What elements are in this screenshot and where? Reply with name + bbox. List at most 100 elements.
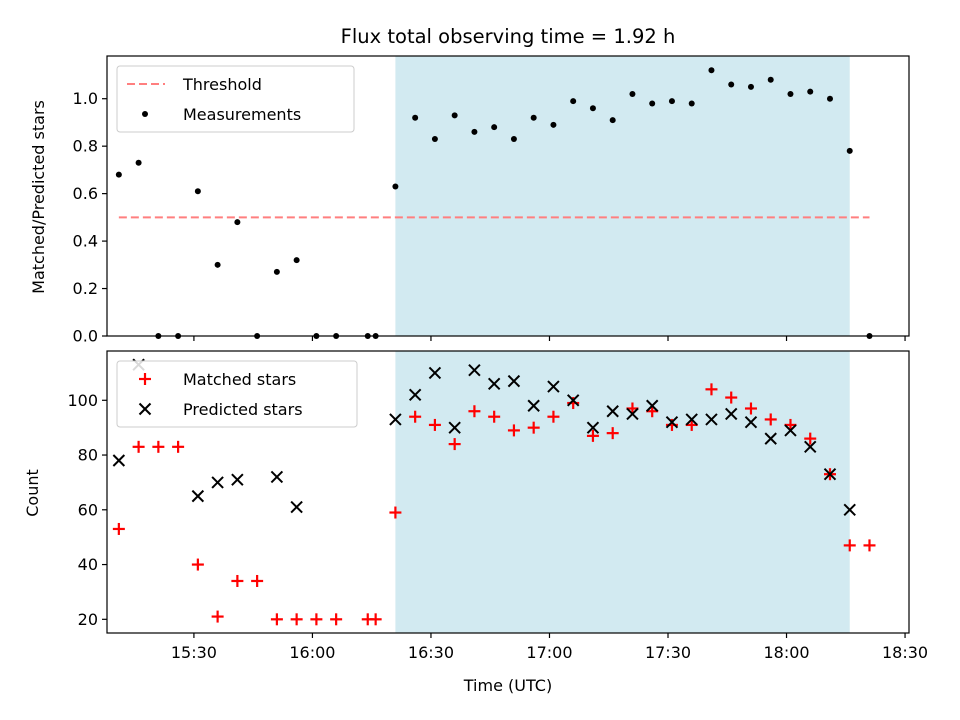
measurement-point — [214, 261, 221, 268]
measurement-point — [708, 67, 715, 74]
predicted-stars-point — [823, 467, 837, 481]
matched-stars-point — [705, 383, 718, 396]
matched-stars-point — [290, 613, 303, 626]
top-y-tick-label: 0.8 — [73, 137, 98, 156]
measurement-point — [846, 147, 853, 154]
matched-stars-point — [448, 438, 461, 451]
x-tick-label: 16:00 — [289, 643, 335, 662]
x-axis-label: Time (UTC) — [463, 676, 552, 695]
predicted-stars-point — [705, 413, 718, 426]
top-y-tick-label: 0.6 — [73, 184, 98, 203]
matched-stars-point — [606, 427, 619, 440]
predicted-stars-point — [211, 476, 224, 489]
predicted-stars-point — [191, 489, 205, 503]
x-tick-label: 18:30 — [882, 643, 928, 662]
measurement-point — [194, 188, 201, 195]
measurement-point — [826, 95, 833, 102]
matched-stars-point — [172, 440, 185, 453]
matched-stars-point — [428, 418, 441, 431]
predicted-stars-point — [112, 454, 126, 467]
matched-stars-point — [369, 613, 382, 626]
top-legend: Threshold Measurements — [116, 65, 355, 133]
matched-stars-point — [330, 613, 343, 626]
predicted-stars-point — [231, 473, 244, 486]
matched-stars-point — [310, 613, 323, 626]
predicted-stars-point — [566, 394, 580, 407]
predicted-stars-point — [586, 421, 600, 434]
top-shaded-interval — [395, 56, 850, 336]
predicted-stars-point — [804, 440, 817, 454]
matched-stars-point — [231, 574, 244, 587]
legend-measurements-swatch — [142, 111, 148, 117]
x-tick-label: 15:30 — [171, 643, 217, 662]
predicted-stars-point — [448, 421, 461, 434]
predicted-stars-point — [843, 503, 856, 517]
measurement-point — [787, 90, 794, 97]
top-legend-box — [116, 65, 355, 133]
measurement-point — [115, 171, 122, 178]
predicted-stars-point — [784, 424, 797, 437]
bottom-legend-label: Matched stars — [183, 370, 296, 389]
matched-stars-point — [646, 405, 659, 418]
measurement-point — [530, 114, 537, 121]
matched-stars-point — [744, 402, 757, 415]
top-legend-label: Threshold — [182, 75, 262, 94]
bottom-y-tick-label: 60 — [78, 500, 98, 519]
matched-stars-point — [725, 391, 738, 404]
matched-stars-point — [547, 410, 560, 423]
predicted-stars-point — [764, 432, 777, 445]
bottom-legend-label: Predicted stars — [183, 400, 303, 419]
measurement-point — [273, 268, 280, 275]
predicted-stars-point — [547, 380, 560, 393]
bottom-legend-box — [116, 360, 358, 428]
bottom-axes-frame — [106, 350, 910, 634]
measurement-point — [807, 88, 814, 95]
matched-stars-point — [409, 410, 422, 423]
predicted-stars-point — [290, 500, 303, 514]
matched-stars-point — [132, 440, 145, 453]
measurement-point — [609, 117, 616, 124]
predicted-stars-point — [626, 407, 639, 421]
predicted-stars-point — [725, 407, 738, 421]
measurement-point — [451, 112, 458, 119]
matched-stars-point — [685, 418, 698, 431]
measurement-point — [767, 76, 774, 83]
predicted-stars-point — [527, 399, 540, 412]
measurement-point — [412, 114, 419, 121]
top-y-tick-label: 0.4 — [73, 232, 98, 251]
predicted-stars-point — [744, 415, 758, 429]
bottom-y-axis-label: Count — [23, 469, 42, 517]
x-tick-label: 17:30 — [645, 643, 691, 662]
top-panel: 0.0 0.2 0.4 0.6 0.8 1.0 Threshold Measurements — [73, 55, 910, 346]
x-tick-label: 18:00 — [763, 643, 809, 662]
legend-matched-swatch — [139, 373, 151, 385]
chart-title: Flux total observing time = 1.92 h — [341, 25, 676, 48]
measurement-point — [431, 136, 438, 143]
measurement-point — [747, 83, 754, 90]
measurement-point — [510, 136, 517, 143]
predicted-stars-point — [685, 413, 698, 426]
matched-stars-point — [152, 440, 165, 453]
predicted-stars-point — [408, 388, 422, 402]
top-legend-label: Measurements — [183, 105, 301, 124]
measurement-point — [491, 124, 498, 131]
top-y-tick-label: 0.2 — [73, 279, 98, 298]
measurement-point — [589, 105, 596, 112]
matched-stars-point — [468, 405, 481, 418]
bottom-legend: Matched stars Predicted stars — [116, 360, 358, 428]
predicted-stars-point — [468, 363, 481, 377]
matched-stars-point — [527, 421, 540, 434]
measurement-point — [234, 219, 241, 226]
top-y-tick-label: 1.0 — [73, 89, 98, 108]
x-tick-label: 17:00 — [526, 643, 572, 662]
matched-stars-point — [507, 424, 520, 437]
matched-stars-point — [586, 429, 599, 442]
matched-stars-point — [784, 418, 797, 431]
matched-stars-point — [488, 410, 501, 423]
measurement-point — [688, 100, 695, 107]
measurement-point — [293, 257, 300, 264]
matched-stars-point — [270, 613, 283, 626]
predicted-stars-point — [428, 366, 442, 380]
legend-predicted-swatch — [138, 402, 152, 416]
